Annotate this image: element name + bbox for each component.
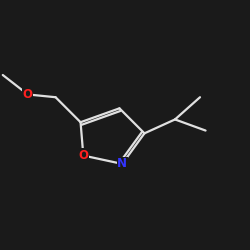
Text: O: O [78, 149, 88, 162]
Text: O: O [23, 88, 33, 101]
Text: N: N [117, 158, 127, 170]
